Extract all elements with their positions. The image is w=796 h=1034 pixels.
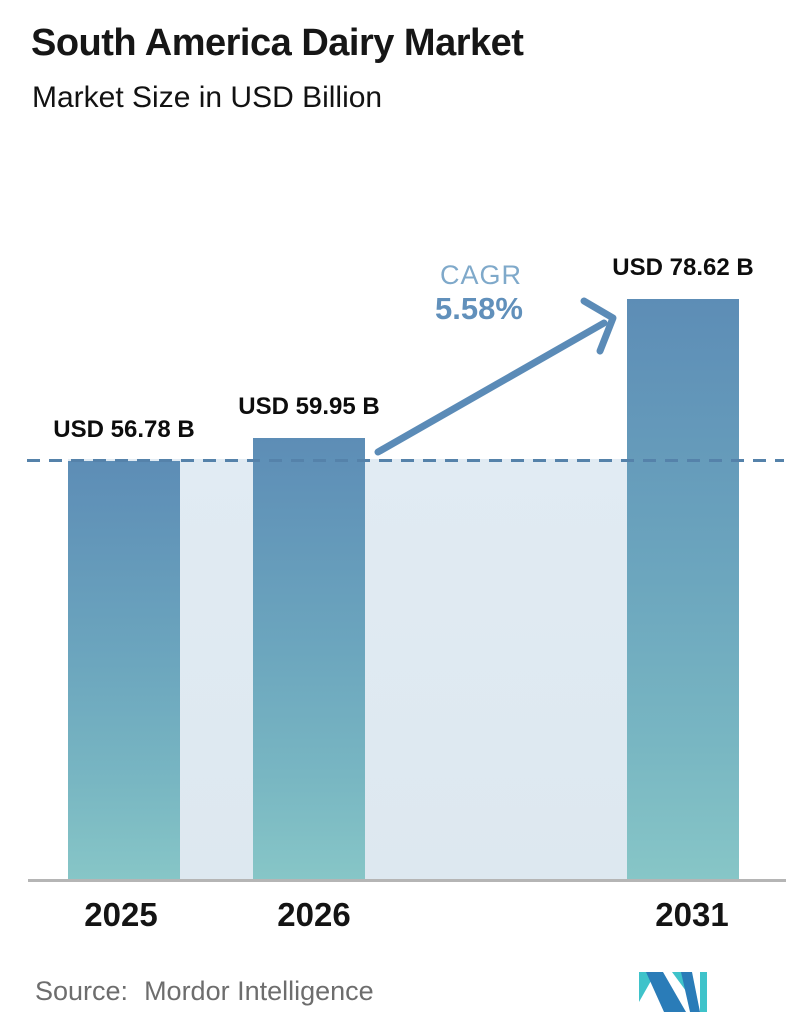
- x-tick-label: 2025: [84, 896, 158, 933]
- x-tick-label: 2031: [655, 896, 729, 933]
- cagr-value: 5.58%: [435, 291, 523, 326]
- source-line: Source: Mordor Intelligence: [35, 976, 374, 1007]
- bar-2026: [253, 438, 365, 881]
- bar-2025: [68, 461, 180, 881]
- x-tick-label: 2026: [277, 896, 351, 933]
- source-label: Source:: [35, 976, 129, 1006]
- bar-value-label: USD 59.95 B: [238, 393, 380, 420]
- chart-subtitle: Market Size in USD Billion: [32, 81, 383, 114]
- x-axis-line: [28, 879, 786, 882]
- bar-2031: [627, 299, 739, 881]
- bar-value-label: USD 56.78 B: [53, 416, 195, 443]
- chart-title: South America Dairy Market: [31, 22, 524, 64]
- bar-value-label: USD 78.62 B: [612, 254, 754, 281]
- baseline-dashed-line: [27, 459, 784, 462]
- source-value: Mordor Intelligence: [144, 976, 374, 1006]
- mordor-intelligence-logo-icon: [639, 972, 707, 1012]
- cagr-label: CAGR: [439, 260, 523, 290]
